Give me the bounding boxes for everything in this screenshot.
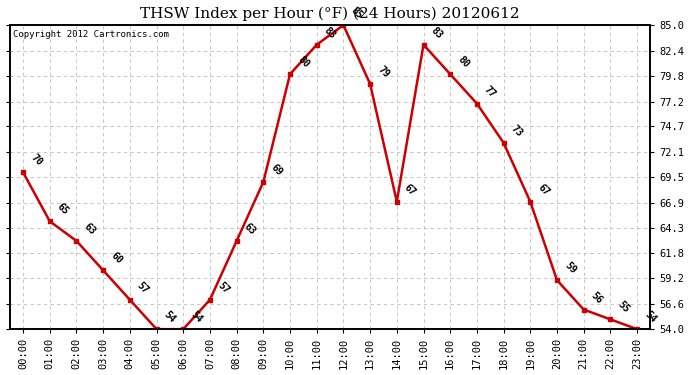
Text: 69: 69: [269, 162, 284, 178]
Text: 60: 60: [109, 251, 124, 266]
Text: 80: 80: [456, 55, 471, 70]
Text: 55: 55: [616, 300, 631, 315]
Text: 70: 70: [28, 153, 44, 168]
Text: 83: 83: [429, 25, 444, 40]
Text: 85: 85: [349, 6, 364, 21]
Text: 83: 83: [322, 25, 337, 40]
Text: 79: 79: [375, 64, 391, 80]
Text: 63: 63: [82, 221, 97, 237]
Text: 67: 67: [536, 182, 551, 198]
Text: 54: 54: [642, 310, 658, 325]
Text: 73: 73: [509, 123, 524, 139]
Text: 57: 57: [135, 280, 151, 296]
Text: Copyright 2012 Cartronics.com: Copyright 2012 Cartronics.com: [13, 30, 169, 39]
Text: 54: 54: [189, 310, 204, 325]
Text: 56: 56: [589, 290, 604, 305]
Text: 80: 80: [295, 55, 311, 70]
Text: 54: 54: [162, 310, 177, 325]
Text: 65: 65: [55, 202, 70, 217]
Text: 57: 57: [215, 280, 231, 296]
Text: 77: 77: [482, 84, 497, 99]
Text: 63: 63: [242, 221, 257, 237]
Text: 67: 67: [402, 182, 417, 198]
Title: THSW Index per Hour (°F) (24 Hours) 20120612: THSW Index per Hour (°F) (24 Hours) 2012…: [140, 7, 520, 21]
Text: 59: 59: [562, 261, 578, 276]
